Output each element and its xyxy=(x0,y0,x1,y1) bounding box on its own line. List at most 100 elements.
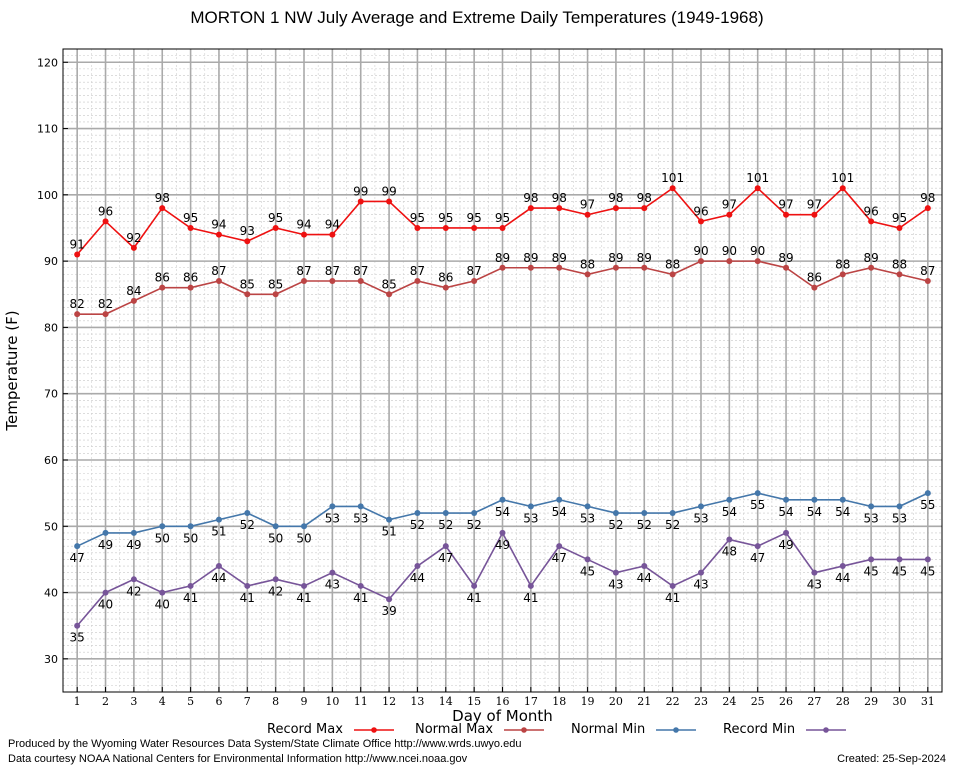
data-point-record-max xyxy=(386,198,393,205)
data-point-record-min xyxy=(896,556,903,563)
data-label-record-min: 45 xyxy=(892,564,907,578)
data-point-normal-max xyxy=(301,278,308,285)
data-label-record-min: 40 xyxy=(155,598,170,612)
x-tick-label: 7 xyxy=(244,695,251,708)
data-point-record-min xyxy=(669,582,676,589)
data-label-normal-min: 53 xyxy=(863,511,878,525)
data-point-record-min xyxy=(414,563,421,570)
data-point-normal-min xyxy=(527,503,534,510)
data-point-record-max xyxy=(612,205,619,212)
data-point-record-min xyxy=(584,556,591,563)
data-label-record-min: 41 xyxy=(183,591,198,605)
data-point-record-max xyxy=(726,211,733,218)
data-point-record-min xyxy=(272,576,279,583)
data-point-normal-min xyxy=(414,510,421,517)
x-tick-label: 10 xyxy=(325,695,339,708)
data-label-record-max: 98 xyxy=(637,191,652,205)
data-label-normal-max: 82 xyxy=(70,297,85,311)
data-label-normal-max: 86 xyxy=(807,271,822,285)
data-label-normal-max: 90 xyxy=(722,244,737,258)
data-label-normal-max: 85 xyxy=(268,277,283,291)
data-label-record-max: 93 xyxy=(240,224,255,238)
data-point-normal-max xyxy=(612,264,619,271)
data-label-normal-max: 89 xyxy=(778,251,793,265)
data-point-record-min xyxy=(868,556,875,563)
data-point-normal-min xyxy=(386,516,393,523)
data-point-normal-min xyxy=(499,496,506,503)
x-tick-label: 15 xyxy=(467,695,481,708)
data-label-normal-max: 88 xyxy=(892,257,907,271)
data-label-normal-min: 54 xyxy=(835,505,850,519)
data-label-record-max: 95 xyxy=(410,211,425,225)
x-tick-label: 3 xyxy=(130,695,137,708)
data-point-normal-min xyxy=(130,529,137,536)
data-label-normal-min: 55 xyxy=(750,498,765,512)
data-point-normal-min xyxy=(612,510,619,517)
x-axis: 1 2 3 4 5 6 7 8 9 10 11 12 13 14 15 16 17 18 19 20 21 22 23 24 2… xyxy=(74,687,935,708)
data-label-record-max: 95 xyxy=(495,211,510,225)
data-label-record-max: 98 xyxy=(608,191,623,205)
data-point-normal-min xyxy=(868,503,875,510)
data-label-normal-max: 87 xyxy=(467,264,482,278)
data-point-normal-min xyxy=(641,510,648,517)
data-point-normal-max xyxy=(726,258,733,265)
data-label-record-min: 43 xyxy=(807,578,822,592)
data-label-normal-min: 51 xyxy=(211,525,226,539)
data-label-normal-max: 89 xyxy=(552,251,567,265)
data-point-normal-max xyxy=(839,271,846,278)
series-normal-max: 82 82 84 86 86 87 85 85 87 87 87 85 87 86 87 89 89 89 88 89… xyxy=(70,244,935,318)
legend-label-normal-min: Normal Min xyxy=(571,722,646,737)
y-tick-label: 40 xyxy=(44,587,58,600)
data-label-normal-min: 54 xyxy=(495,505,510,519)
data-point-normal-max xyxy=(783,264,790,271)
x-tick-label: 22 xyxy=(666,695,680,708)
data-label-record-max: 99 xyxy=(353,184,368,198)
data-label-normal-max: 87 xyxy=(211,264,226,278)
x-tick-label: 20 xyxy=(609,695,623,708)
data-point-record-min xyxy=(301,582,308,589)
data-point-normal-min xyxy=(272,523,279,530)
data-label-record-max: 98 xyxy=(523,191,538,205)
data-point-normal-min xyxy=(74,543,81,550)
data-point-normal-min xyxy=(726,496,733,503)
y-tick-label: 30 xyxy=(44,653,58,666)
data-label-record-max: 99 xyxy=(381,184,396,198)
data-label-record-max: 95 xyxy=(183,211,198,225)
y-axis-label: Temperature (F) xyxy=(3,310,21,431)
data-point-normal-max xyxy=(669,271,676,278)
x-tick-label: 6 xyxy=(215,695,222,708)
data-point-normal-min xyxy=(783,496,790,503)
data-label-record-min: 42 xyxy=(268,584,283,598)
data-point-record-min xyxy=(499,529,506,536)
x-tick-label: 18 xyxy=(552,695,566,708)
y-axis: 30 40 50 60 70 80 90 100 110 120 xyxy=(37,56,68,666)
data-label-record-min: 44 xyxy=(835,571,850,585)
footer-created-date: Created: 25-Sep-2024 xyxy=(837,753,946,765)
data-label-record-max: 96 xyxy=(693,204,708,218)
data-point-record-min xyxy=(187,582,194,589)
data-label-record-min: 47 xyxy=(750,551,765,565)
x-tick-label: 29 xyxy=(864,695,878,708)
data-point-record-max xyxy=(244,238,251,245)
x-tick-label: 4 xyxy=(159,695,166,708)
data-label-record-max: 95 xyxy=(892,211,907,225)
data-label-normal-min: 50 xyxy=(155,531,170,545)
data-label-record-max: 91 xyxy=(70,237,85,251)
legend-record-min: Record Min xyxy=(723,722,847,737)
data-point-record-max xyxy=(130,244,137,251)
data-point-normal-max xyxy=(329,278,336,285)
data-label-record-min: 45 xyxy=(580,564,595,578)
data-point-record-max xyxy=(499,224,506,231)
data-point-record-max xyxy=(783,211,790,218)
data-point-normal-max xyxy=(442,284,449,291)
data-label-record-min: 41 xyxy=(665,591,680,605)
footer-credit-ncei: Data courtesy NOAA National Centers for … xyxy=(8,753,468,765)
data-point-normal-max xyxy=(272,291,279,298)
x-tick-label: 13 xyxy=(410,695,424,708)
data-point-record-max xyxy=(414,224,421,231)
data-label-normal-min: 51 xyxy=(381,525,396,539)
y-tick-label: 60 xyxy=(44,454,58,467)
data-label-record-max: 98 xyxy=(552,191,567,205)
minor-grid xyxy=(63,48,942,693)
data-label-record-min: 41 xyxy=(296,591,311,605)
